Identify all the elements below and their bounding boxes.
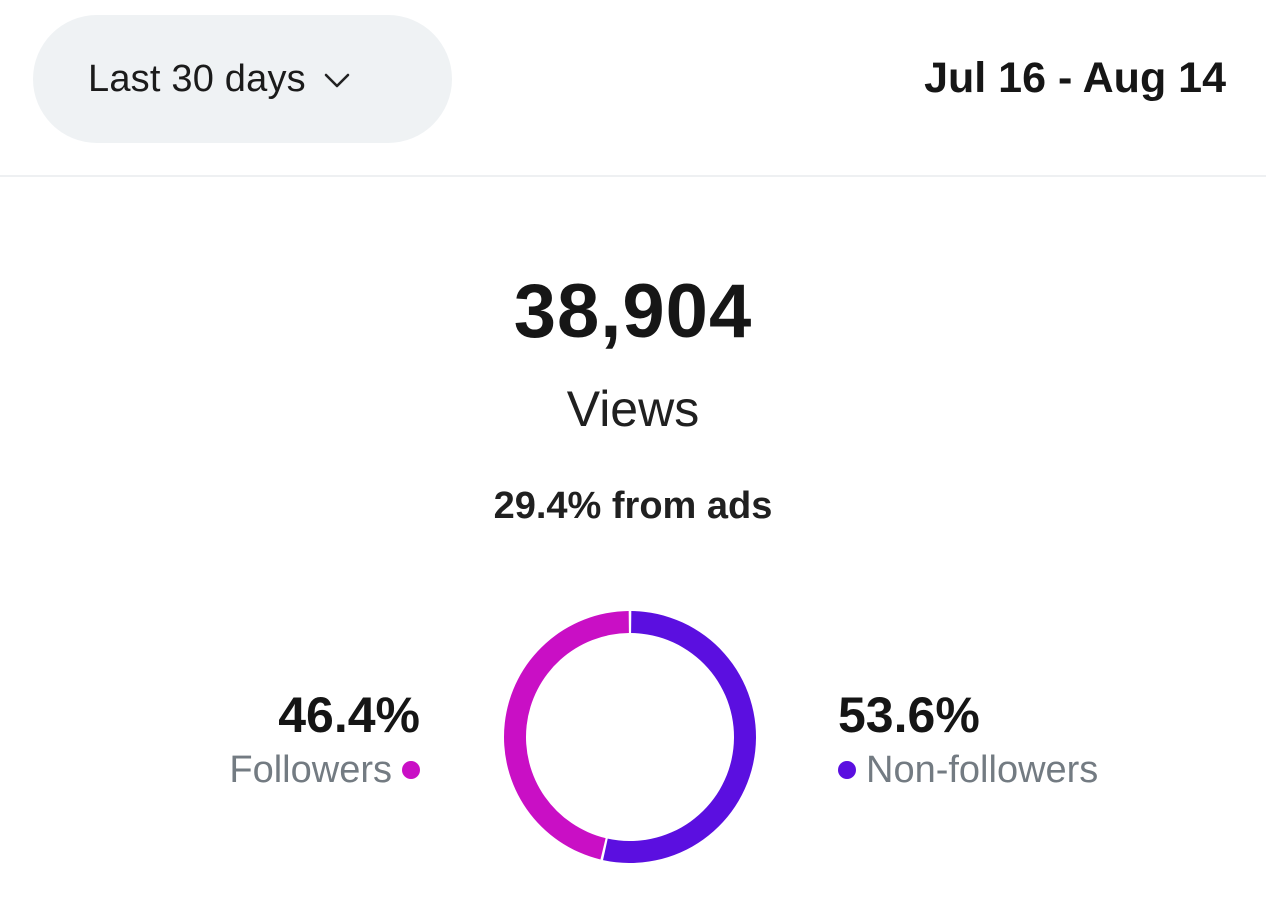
views-donut-chart (503, 611, 756, 863)
chevron-down-icon (324, 73, 350, 89)
donut-slice-followers (503, 611, 629, 860)
date-range-dropdown-label: Last 30 days (88, 57, 306, 100)
followers-dot-icon (402, 761, 420, 779)
non-followers-legend: Non-followers (838, 745, 1098, 795)
metric-label: Views (566, 381, 700, 437)
non-followers-stat: 53.6% Non-followers (838, 685, 1098, 795)
date-range-text: Jul 16 - Aug 14 (924, 54, 1226, 102)
donut-slice-non-followers (603, 611, 756, 863)
date-range-dropdown[interactable]: Last 30 days (33, 15, 452, 143)
total-views-count: 38,904 (513, 269, 753, 354)
followers-stat: 46.4% Followers (229, 685, 420, 795)
ads-share-text: 29.4% from ads (493, 485, 773, 527)
non-followers-dot-icon (838, 761, 856, 779)
followers-percent: 46.4% (278, 687, 420, 743)
followers-label: Followers (229, 749, 392, 791)
followers-legend: Followers (229, 745, 420, 795)
non-followers-label: Non-followers (866, 749, 1099, 791)
non-followers-percent: 53.6% (838, 687, 980, 743)
header: Last 30 days Jul 16 - Aug 14 (0, 0, 1266, 177)
